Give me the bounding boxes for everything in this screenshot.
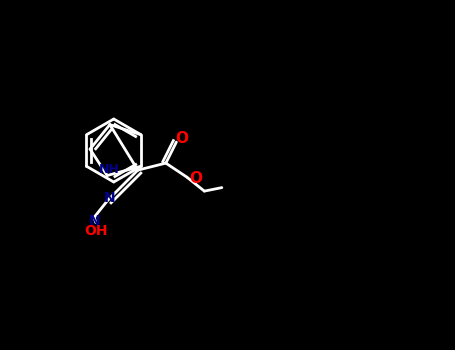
Text: N: N: [88, 214, 100, 228]
Text: OH: OH: [84, 224, 107, 238]
Text: O: O: [175, 131, 188, 146]
Text: N: N: [104, 191, 116, 205]
Text: O: O: [189, 172, 202, 186]
Text: NH: NH: [99, 163, 119, 176]
